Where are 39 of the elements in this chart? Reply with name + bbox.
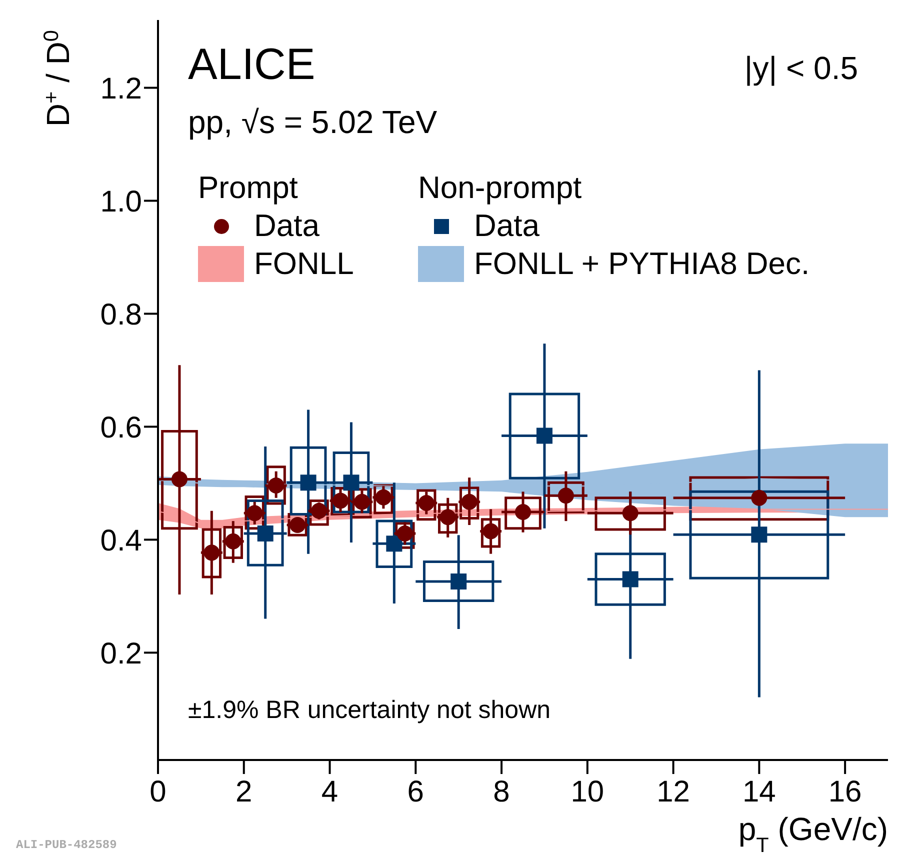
x-tick-label: 4 xyxy=(321,775,338,808)
y-tick-label: 1.0 xyxy=(100,185,142,218)
point xyxy=(622,571,638,588)
x-tick-label: 0 xyxy=(150,775,166,808)
annotation: pp, √s = 5.02 TeV xyxy=(188,104,438,141)
point xyxy=(536,428,552,444)
x-tick-label: 8 xyxy=(493,775,510,808)
point xyxy=(622,505,638,522)
x-tick-label: 6 xyxy=(407,775,424,808)
point xyxy=(751,526,768,543)
x-axis-title: p$_{T}$ (GeV/c) xyxy=(738,811,888,856)
legend-label: Data xyxy=(474,208,540,244)
text: ALI-PUB-482589 xyxy=(16,838,117,852)
bar xyxy=(244,496,264,530)
point xyxy=(257,525,274,542)
x-tick-label: 12 xyxy=(656,775,690,808)
legend-label: FONLL + PYTHIA8 Dec. xyxy=(474,246,810,282)
annotation: Prompt xyxy=(198,170,299,206)
bar xyxy=(266,466,286,505)
annotation: ±1.9% BR uncertainty not shown xyxy=(188,696,551,725)
y-tick-label: 0.8 xyxy=(100,298,142,332)
point xyxy=(450,573,467,590)
y-tick-label: 0.4 xyxy=(100,524,142,558)
x-tick-label: 2 xyxy=(236,775,252,808)
legend-label: Data xyxy=(254,208,320,244)
point xyxy=(751,490,768,506)
annotation: Non-prompt xyxy=(418,170,583,206)
legend-label: FONLL xyxy=(254,246,354,282)
annotation: ALICE xyxy=(188,40,316,90)
x-tick-label: 10 xyxy=(570,775,604,808)
y-tick-label: 1.2 xyxy=(100,72,142,106)
annotation: |y| < 0.5 xyxy=(744,50,858,87)
point xyxy=(300,474,316,491)
point xyxy=(171,471,188,488)
bar xyxy=(395,522,415,549)
x-tick-label: 16 xyxy=(828,775,862,808)
y-tick-label: 0.6 xyxy=(100,411,142,444)
y-tick-label: 0.2 xyxy=(100,637,142,670)
x-tick-label: 14 xyxy=(742,775,776,808)
